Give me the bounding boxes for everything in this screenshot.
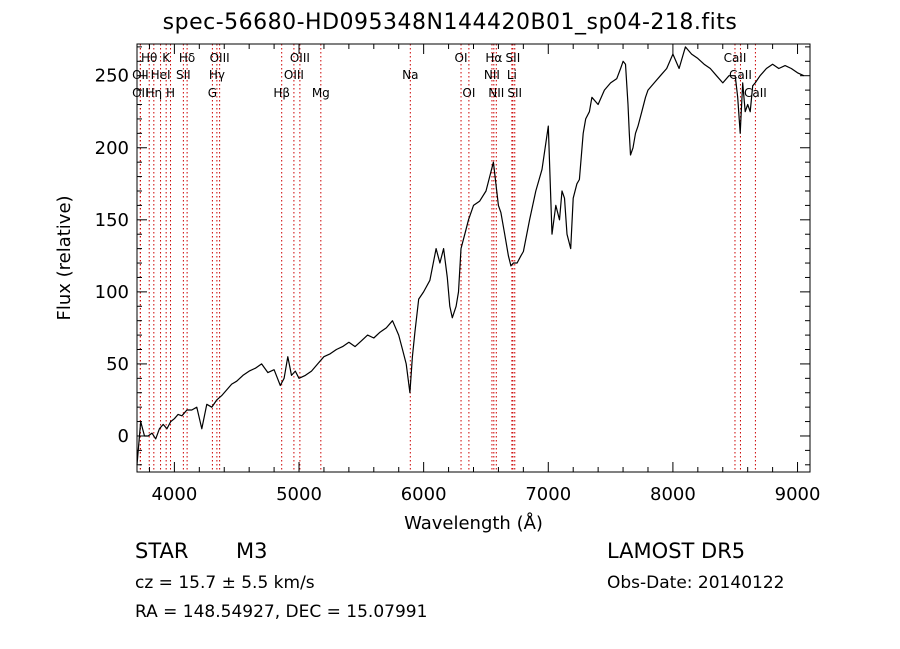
spectrum-series bbox=[136, 46, 805, 465]
emission-line-label: OI bbox=[462, 86, 475, 100]
object-class: STAR bbox=[135, 539, 189, 563]
emission-line-label: CaII bbox=[744, 86, 767, 100]
y-tick-label: 200 bbox=[95, 138, 129, 159]
emission-line-label: Hα bbox=[485, 51, 502, 65]
emission-line-label: HeI bbox=[151, 68, 171, 82]
emission-line-label: Hη bbox=[146, 86, 163, 100]
emission-line-label: SII bbox=[506, 51, 521, 65]
emission-line-label: OI bbox=[455, 51, 468, 65]
y-tick-label: 100 bbox=[95, 282, 129, 303]
emission-line-markers bbox=[139, 44, 756, 472]
observation-date: Obs-Date: 20140122 bbox=[607, 573, 785, 593]
coordinates-readout: RA = 148.54927, DEC = 15.07991 bbox=[135, 602, 428, 622]
x-tick-label: 5000 bbox=[276, 484, 322, 505]
emission-line-label: OIII bbox=[284, 68, 304, 82]
object-subclass: M3 bbox=[236, 539, 268, 563]
plot-frame bbox=[136, 43, 811, 473]
survey-name: LAMOST DR5 bbox=[607, 539, 746, 563]
emission-line-label: Hγ bbox=[209, 68, 225, 82]
emission-line-label: K bbox=[162, 51, 171, 65]
emission-line-label: OII bbox=[132, 68, 149, 82]
emission-line-label: SII bbox=[507, 86, 522, 100]
emission-line-label: CaII bbox=[729, 68, 752, 82]
x-tick-label: 8000 bbox=[650, 484, 696, 505]
emission-line-label: Hβ bbox=[273, 86, 290, 100]
emission-line-label: NII bbox=[488, 86, 504, 100]
x-tick-label: 4000 bbox=[151, 484, 197, 505]
emission-line-label: Hδ bbox=[179, 51, 195, 65]
chart-title: spec-56680-HD095348N144420B01_sp04-218.f… bbox=[162, 10, 738, 35]
emission-line-labels: HθOIIOIIHηHeIKHSIIHδGHγOIIIHβOIIIOIIIMgN… bbox=[132, 51, 767, 100]
x-axis-label: Wavelength (Å) bbox=[404, 512, 543, 534]
emission-line-label: OIII bbox=[290, 51, 310, 65]
emission-line-label: H bbox=[166, 86, 175, 100]
y-tick-label: 50 bbox=[106, 354, 129, 375]
y-axis-label: Flux (relative) bbox=[54, 195, 75, 320]
y-tick-label: 150 bbox=[95, 210, 129, 231]
emission-line-label: CaII bbox=[724, 51, 747, 65]
emission-line-label: OII bbox=[132, 86, 149, 100]
emission-line-label: Li bbox=[507, 68, 517, 82]
emission-line-label: SII bbox=[176, 68, 191, 82]
emission-line-label: G bbox=[208, 86, 217, 100]
x-tick-label: 9000 bbox=[775, 484, 821, 505]
redshift-readout: cz = 15.7 ± 5.5 km/s bbox=[135, 573, 315, 593]
axes: 4000 5000 6000 7000 8000 9000 0 50 100 150 200 250 W… bbox=[54, 43, 821, 534]
emission-line-label: Mg bbox=[312, 86, 330, 100]
y-tick-label: 250 bbox=[95, 66, 129, 87]
y-tick-label: 0 bbox=[118, 426, 129, 447]
emission-line-label: OIII bbox=[210, 51, 230, 65]
spectrum-line bbox=[136, 46, 805, 465]
x-tick-label: 7000 bbox=[525, 484, 571, 505]
emission-line-label: NII bbox=[484, 68, 500, 82]
emission-line-label: Hθ bbox=[141, 51, 157, 65]
emission-line-label: Na bbox=[402, 68, 418, 82]
x-tick-label: 6000 bbox=[401, 484, 447, 505]
